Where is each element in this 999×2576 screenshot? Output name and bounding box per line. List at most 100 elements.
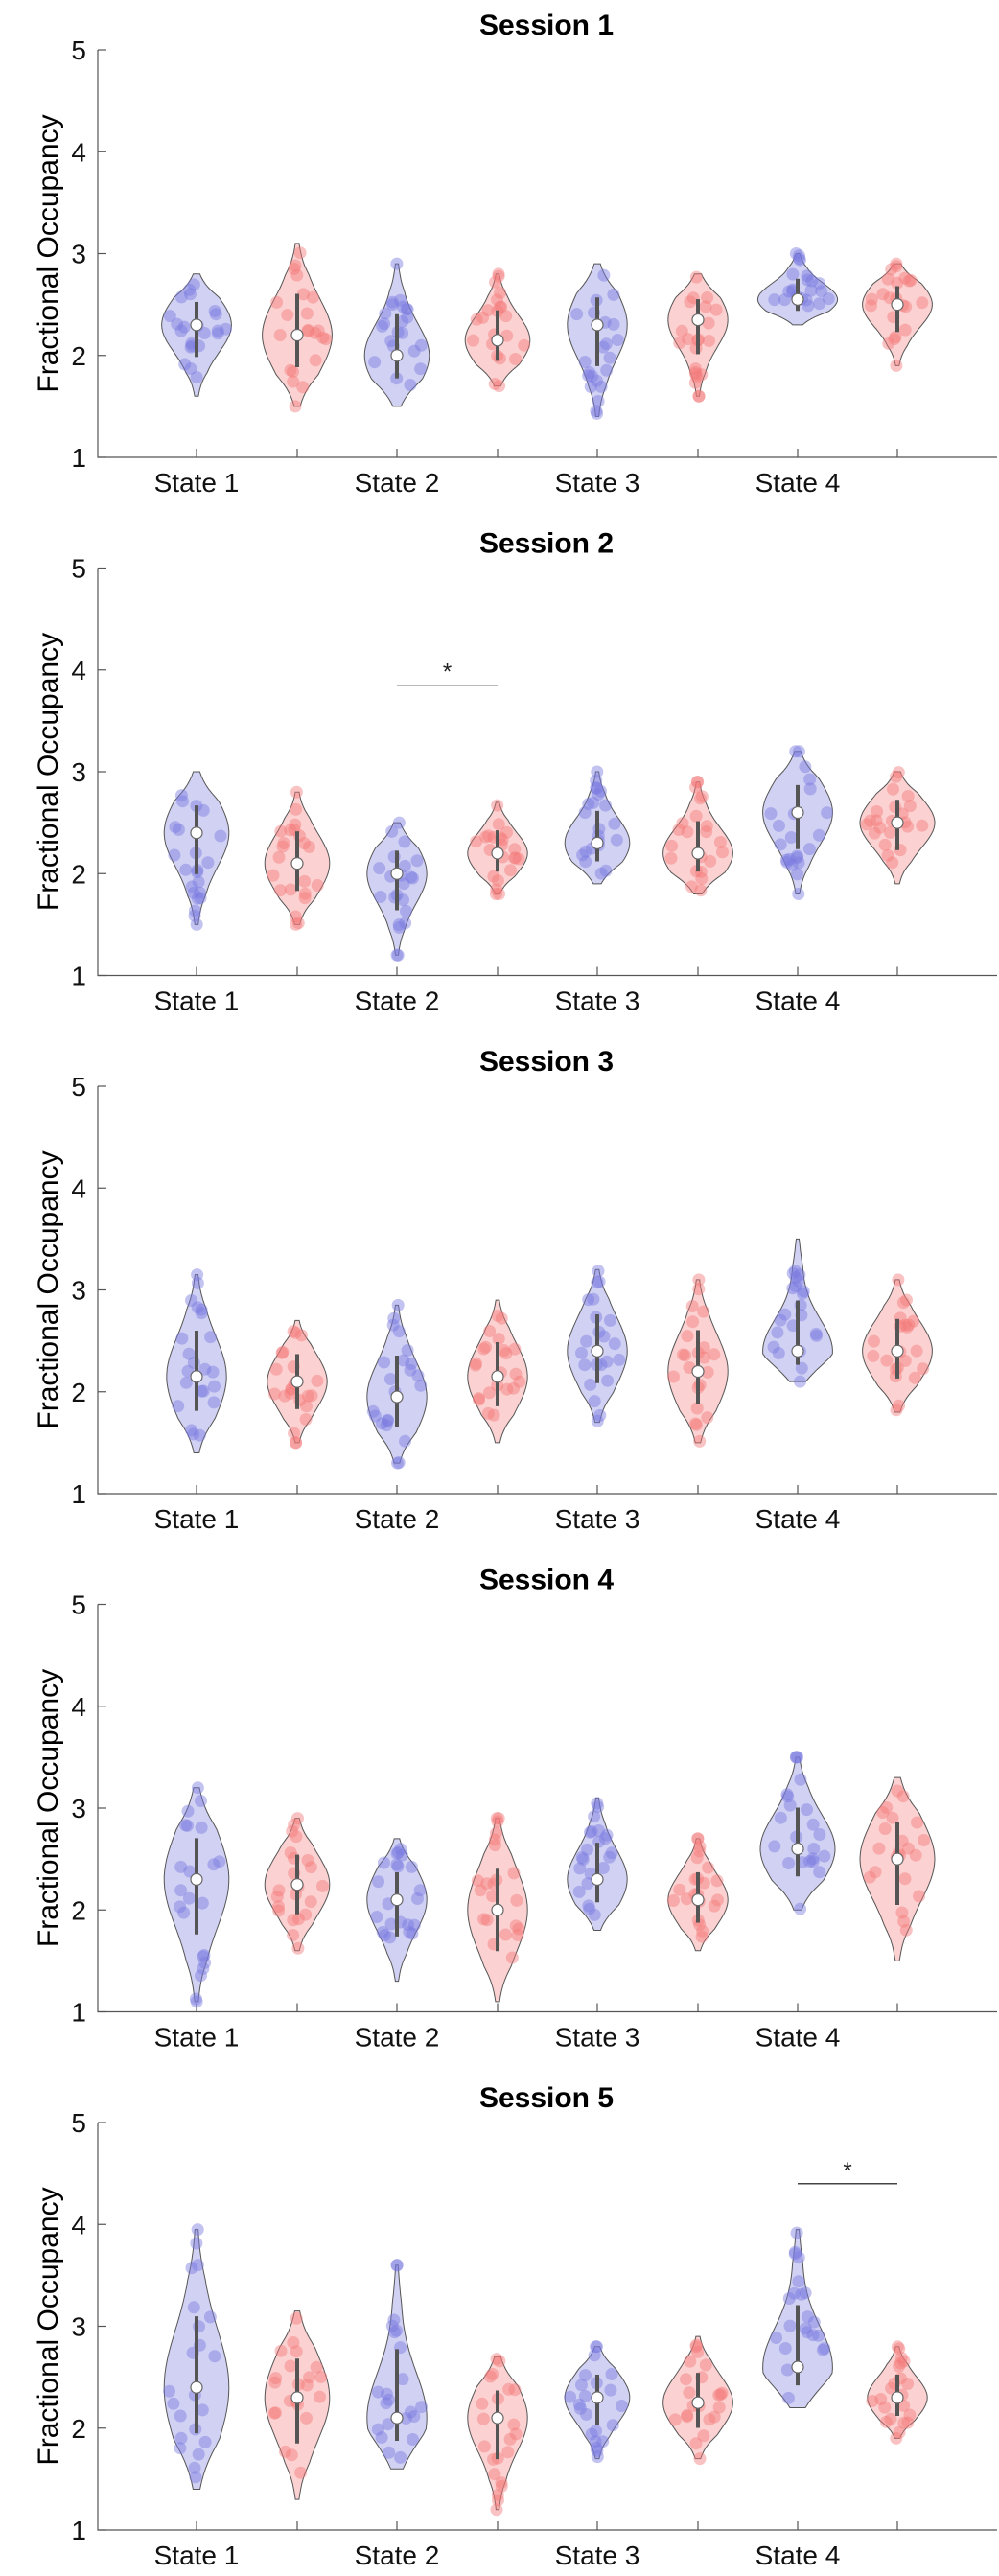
data-point xyxy=(470,313,483,326)
data-point xyxy=(591,2340,603,2354)
data-point xyxy=(608,817,621,830)
violin-state-4-group-red xyxy=(862,257,933,372)
data-point xyxy=(789,745,802,758)
data-point xyxy=(774,1313,787,1327)
median-marker xyxy=(691,2396,705,2409)
data-point xyxy=(596,340,610,354)
data-point xyxy=(600,1828,614,1842)
violin-state-1-group-blue xyxy=(166,1268,227,1453)
median-marker xyxy=(190,1872,203,1886)
x-tick-label: State 1 xyxy=(154,1504,240,1534)
data-point xyxy=(494,286,507,299)
data-point xyxy=(276,840,290,853)
x-tick-label: State 4 xyxy=(755,986,841,1016)
data-point xyxy=(892,766,905,779)
data-point xyxy=(792,249,805,263)
data-point xyxy=(288,1819,301,1831)
data-point xyxy=(174,1884,188,1897)
data-point xyxy=(310,2360,323,2374)
data-point xyxy=(898,1872,912,1886)
violin-state-4-group-blue xyxy=(756,247,839,326)
violin-state-1-group-blue xyxy=(163,1781,230,2008)
data-point xyxy=(174,290,188,304)
data-point xyxy=(208,2350,221,2363)
data-point xyxy=(793,1268,806,1282)
data-point xyxy=(697,1341,710,1355)
data-point xyxy=(179,1376,193,1389)
data-point xyxy=(788,1265,802,1278)
data-point xyxy=(578,806,592,819)
data-point xyxy=(411,1892,424,1905)
data-point xyxy=(866,2395,879,2407)
data-point xyxy=(494,300,506,313)
data-point xyxy=(592,1265,605,1278)
data-point xyxy=(589,2435,602,2448)
violin-state-4-group-blue xyxy=(762,2226,833,2408)
data-point xyxy=(391,1860,405,1873)
data-point xyxy=(774,1811,787,1824)
median-marker xyxy=(491,847,504,860)
data-point xyxy=(615,2400,628,2412)
y-tick-label: 1 xyxy=(71,2516,86,2545)
data-point xyxy=(296,381,310,394)
panel-title: Session 1 xyxy=(479,10,614,41)
data-point xyxy=(507,1867,521,1880)
data-point xyxy=(863,1870,876,1884)
data-point xyxy=(284,2359,297,2373)
median-marker xyxy=(190,318,203,332)
data-point xyxy=(163,2384,175,2398)
axes-frame xyxy=(97,1086,997,1495)
data-point xyxy=(715,2386,729,2400)
median-marker xyxy=(491,2411,504,2425)
data-point xyxy=(184,340,197,354)
data-point xyxy=(697,1305,710,1318)
data-point xyxy=(181,1819,194,1832)
data-point xyxy=(213,1855,226,1868)
violin-state-2-group-blue xyxy=(366,1298,428,1470)
data-point xyxy=(500,310,513,323)
data-point xyxy=(187,2301,200,2314)
median-marker xyxy=(390,349,404,362)
data-point xyxy=(185,1294,197,1307)
data-point xyxy=(890,770,903,783)
data-point xyxy=(174,2409,187,2423)
data-point xyxy=(404,2405,417,2419)
data-point xyxy=(208,1380,221,1393)
median-marker xyxy=(691,313,705,327)
data-point xyxy=(400,904,412,917)
data-point xyxy=(174,1900,187,1914)
data-point xyxy=(473,1392,485,1405)
data-point xyxy=(885,2381,898,2395)
data-point xyxy=(691,1832,705,1845)
data-point xyxy=(396,314,409,328)
data-point xyxy=(508,1342,522,1356)
data-point xyxy=(689,780,702,794)
data-point xyxy=(564,2390,577,2403)
data-point xyxy=(314,2370,328,2383)
data-point xyxy=(294,2466,308,2479)
data-point xyxy=(387,2313,401,2327)
data-point xyxy=(289,259,302,272)
data-point xyxy=(870,814,883,827)
data-point xyxy=(495,300,508,313)
data-point xyxy=(778,2342,792,2355)
data-point xyxy=(197,803,210,817)
data-point xyxy=(795,2287,808,2301)
data-point xyxy=(692,1283,706,1296)
data-point xyxy=(487,870,500,883)
data-point xyxy=(297,837,311,850)
data-point xyxy=(384,335,398,348)
data-point xyxy=(492,267,505,281)
y-axis-label: Fractional Occupancy xyxy=(33,2187,64,2465)
data-point xyxy=(791,1751,804,1764)
data-point xyxy=(300,2411,313,2425)
data-point xyxy=(768,293,781,307)
data-point xyxy=(584,381,597,393)
data-point xyxy=(471,1874,484,1888)
data-point xyxy=(864,814,877,827)
data-point xyxy=(592,788,605,801)
data-point xyxy=(878,1822,892,1835)
data-point xyxy=(290,268,304,282)
data-point xyxy=(512,852,525,866)
data-point xyxy=(689,367,703,381)
